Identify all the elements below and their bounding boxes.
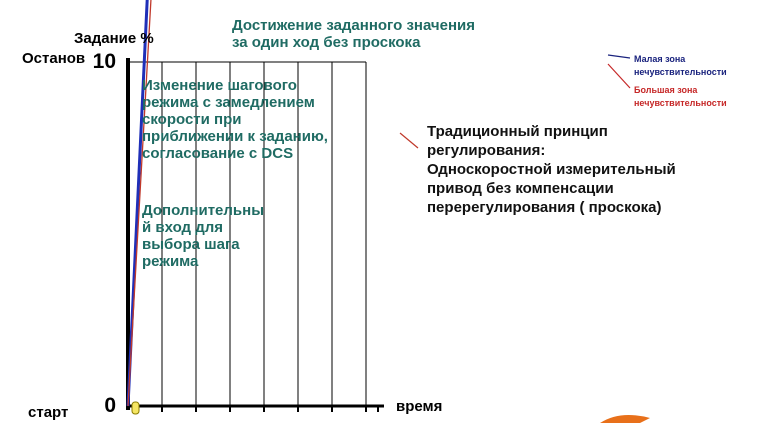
start-label: старт [28, 404, 69, 421]
y-tick-label: 10 [92, 50, 116, 73]
x-axis-label: время [396, 398, 443, 415]
start-marker [131, 401, 140, 415]
y-tick-label: 0 [104, 394, 116, 417]
annotation-top-title: Достижение заданного значения за один хо… [232, 17, 476, 51]
pointer-line-traditional [399, 132, 419, 149]
annotation-step-change: Изменение шагового режима с замедлением … [142, 77, 328, 162]
pointer-line-small-zone [607, 54, 631, 59]
grid [128, 61, 367, 406]
decorative-swoosh [600, 414, 650, 423]
stop-label: Останов [22, 50, 86, 67]
annotation-traditional: Традиционный принцип регулирования: Одно… [427, 123, 676, 216]
small-zone-label: Малая зона нечувствительности [634, 54, 727, 77]
axes [126, 58, 384, 412]
y-axis-title: Задание % [74, 30, 154, 47]
pointer-line-large-zone [607, 63, 631, 89]
large-zone-label: Большая зона нечувствительности [634, 85, 727, 108]
markers [131, 401, 140, 415]
annotation-extra-input: Дополнительны й вход для выбора шага реж… [142, 202, 264, 270]
